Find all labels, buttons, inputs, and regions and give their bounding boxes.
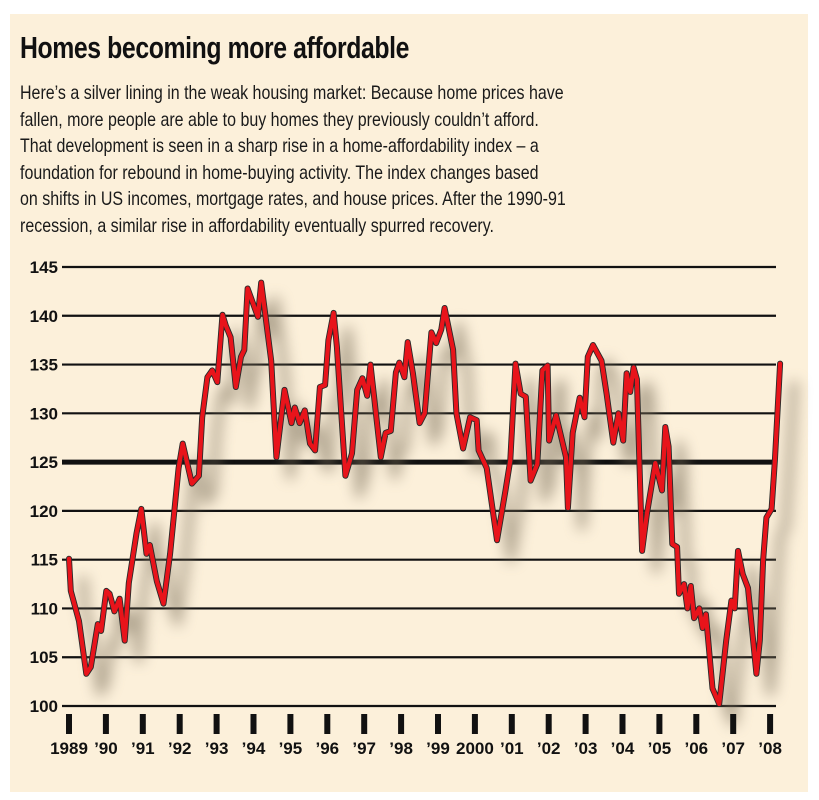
x-tick-label: ’92 (168, 739, 192, 758)
y-tick-label: 145 (30, 258, 58, 277)
line-shadow (78, 296, 799, 727)
x-tick-mark (656, 714, 663, 734)
x-tick-mark (435, 714, 441, 734)
x-tick-mark (324, 714, 331, 734)
y-tick-label: 115 (31, 551, 58, 570)
y-tick-label: 140 (30, 307, 58, 326)
x-tick-label: ’91 (131, 739, 155, 758)
x-tick-mark (767, 714, 774, 734)
y-tick-label: 120 (30, 502, 58, 521)
x-tick-mark (213, 714, 220, 734)
x-tick-mark (545, 714, 552, 734)
x-tick-label: ’03 (574, 739, 598, 758)
x-tick-label: 1989 (50, 739, 88, 758)
x-tick-label: ’06 (684, 739, 708, 758)
x-tick-mark (66, 714, 72, 734)
y-tick-label: 110 (31, 599, 58, 618)
x-tick-label: ’90 (94, 739, 118, 758)
chart-description: Here’s a silver lining in the weak housi… (20, 80, 686, 239)
x-tick-label: ’94 (242, 739, 266, 758)
x-tick-label: ’93 (205, 739, 229, 758)
description-line: That development is seen in a sharp rise… (20, 135, 539, 157)
x-tick-label: ’04 (611, 739, 635, 758)
x-tick-label: ’02 (537, 739, 561, 758)
x-tick-label: ’96 (315, 739, 339, 758)
description-line: recession, a similar rise in affordabili… (20, 214, 494, 237)
y-tick-label: 100 (30, 697, 58, 716)
description-line: foundation for rebound in home-buying ac… (20, 161, 539, 184)
x-tick-mark (619, 714, 626, 734)
x-tick-mark (102, 714, 109, 734)
description-line: fallen, more people are able to buy home… (20, 108, 539, 131)
x-tick-mark (471, 714, 478, 734)
x-tick-label: ’05 (648, 739, 672, 758)
x-tick-label: ’99 (426, 739, 450, 758)
description-line: on shifts in US incomes, mortgage rates,… (20, 188, 566, 210)
series-line (66, 280, 783, 707)
x-tick-label: ’01 (500, 739, 524, 758)
x-tick-mark (398, 714, 405, 734)
y-tick-label: 105 (30, 648, 58, 667)
x-tick-label: ’97 (352, 739, 376, 758)
x-tick-mark (250, 714, 257, 734)
series-line-group (66, 279, 784, 707)
x-tick-label: 2000 (456, 739, 494, 758)
x-tick-label: ’08 (758, 739, 782, 758)
x-tick-label: ’98 (389, 739, 413, 758)
x-axis: 1989 ’90 ’91 ’92 ’93 ’94 ’95 ’96 ’97 ’98 ’99 2000 ’0… (50, 714, 782, 758)
y-tick-label: 130 (30, 404, 58, 423)
x-tick-mark (582, 714, 589, 734)
description-line: Here’s a silver lining in the weak housi… (20, 82, 564, 104)
y-tick-label: 135 (30, 356, 58, 375)
x-tick-mark (693, 714, 700, 734)
x-tick-mark (508, 714, 515, 734)
x-tick-label: ’95 (279, 739, 303, 758)
x-tick-label: ’07 (721, 739, 745, 758)
x-tick-mark (361, 714, 368, 734)
chart-title: Homes becoming more affordable (20, 30, 410, 65)
x-tick-mark (287, 714, 294, 734)
series-shadow (78, 296, 799, 727)
x-tick-mark (139, 714, 146, 734)
x-tick-mark (176, 714, 183, 734)
x-tick-mark (730, 714, 737, 734)
y-tick-label: 125 (30, 453, 58, 472)
